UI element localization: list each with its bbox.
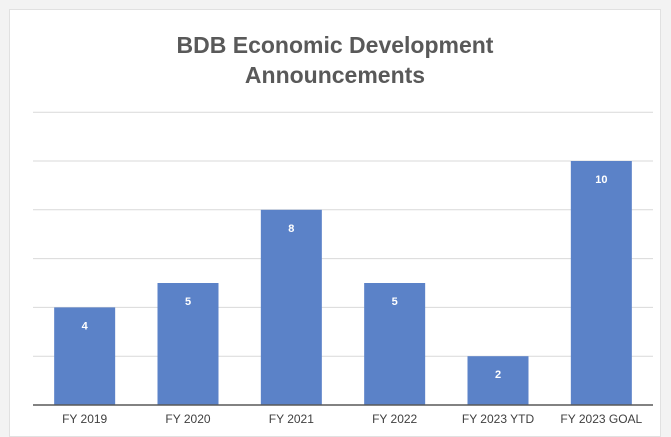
data-label: 2	[495, 369, 501, 381]
bar-fy-2022	[364, 283, 426, 405]
data-label: 4	[82, 320, 89, 332]
data-label: 5	[392, 296, 398, 308]
bar-fy-2019	[54, 307, 116, 405]
bar-fy-2021	[260, 209, 322, 405]
bar-fy-2023-goal	[570, 161, 632, 405]
bar-chart-plot: 4 5 8 5 2 10 FY 2019 FY 2020 FY 2021 FY 2022 FY 20…	[33, 111, 653, 426]
data-label: 10	[595, 174, 607, 186]
x-tick-label: FY 2022	[372, 412, 417, 426]
bar-fy-2023-ytd	[467, 356, 529, 405]
data-label: 8	[288, 223, 294, 235]
x-tick-label: FY 2023 YTD	[462, 412, 535, 426]
bar-fy-2020	[157, 283, 219, 405]
chart-title-line-2: Announcements	[244, 62, 426, 88]
x-tick-label: FY 2021	[269, 412, 314, 426]
x-tick-label: FY 2019	[62, 412, 107, 426]
chart-title: BDB Economic Development Announcements	[10, 30, 660, 90]
x-tick-label: FY 2020	[165, 412, 210, 426]
x-tick-label: FY 2023 GOAL	[560, 412, 642, 426]
chart-card: BDB Economic Development Announcements 4…	[9, 9, 661, 437]
chart-title-line-1: BDB Economic Development	[176, 32, 494, 58]
data-label: 5	[185, 296, 191, 308]
